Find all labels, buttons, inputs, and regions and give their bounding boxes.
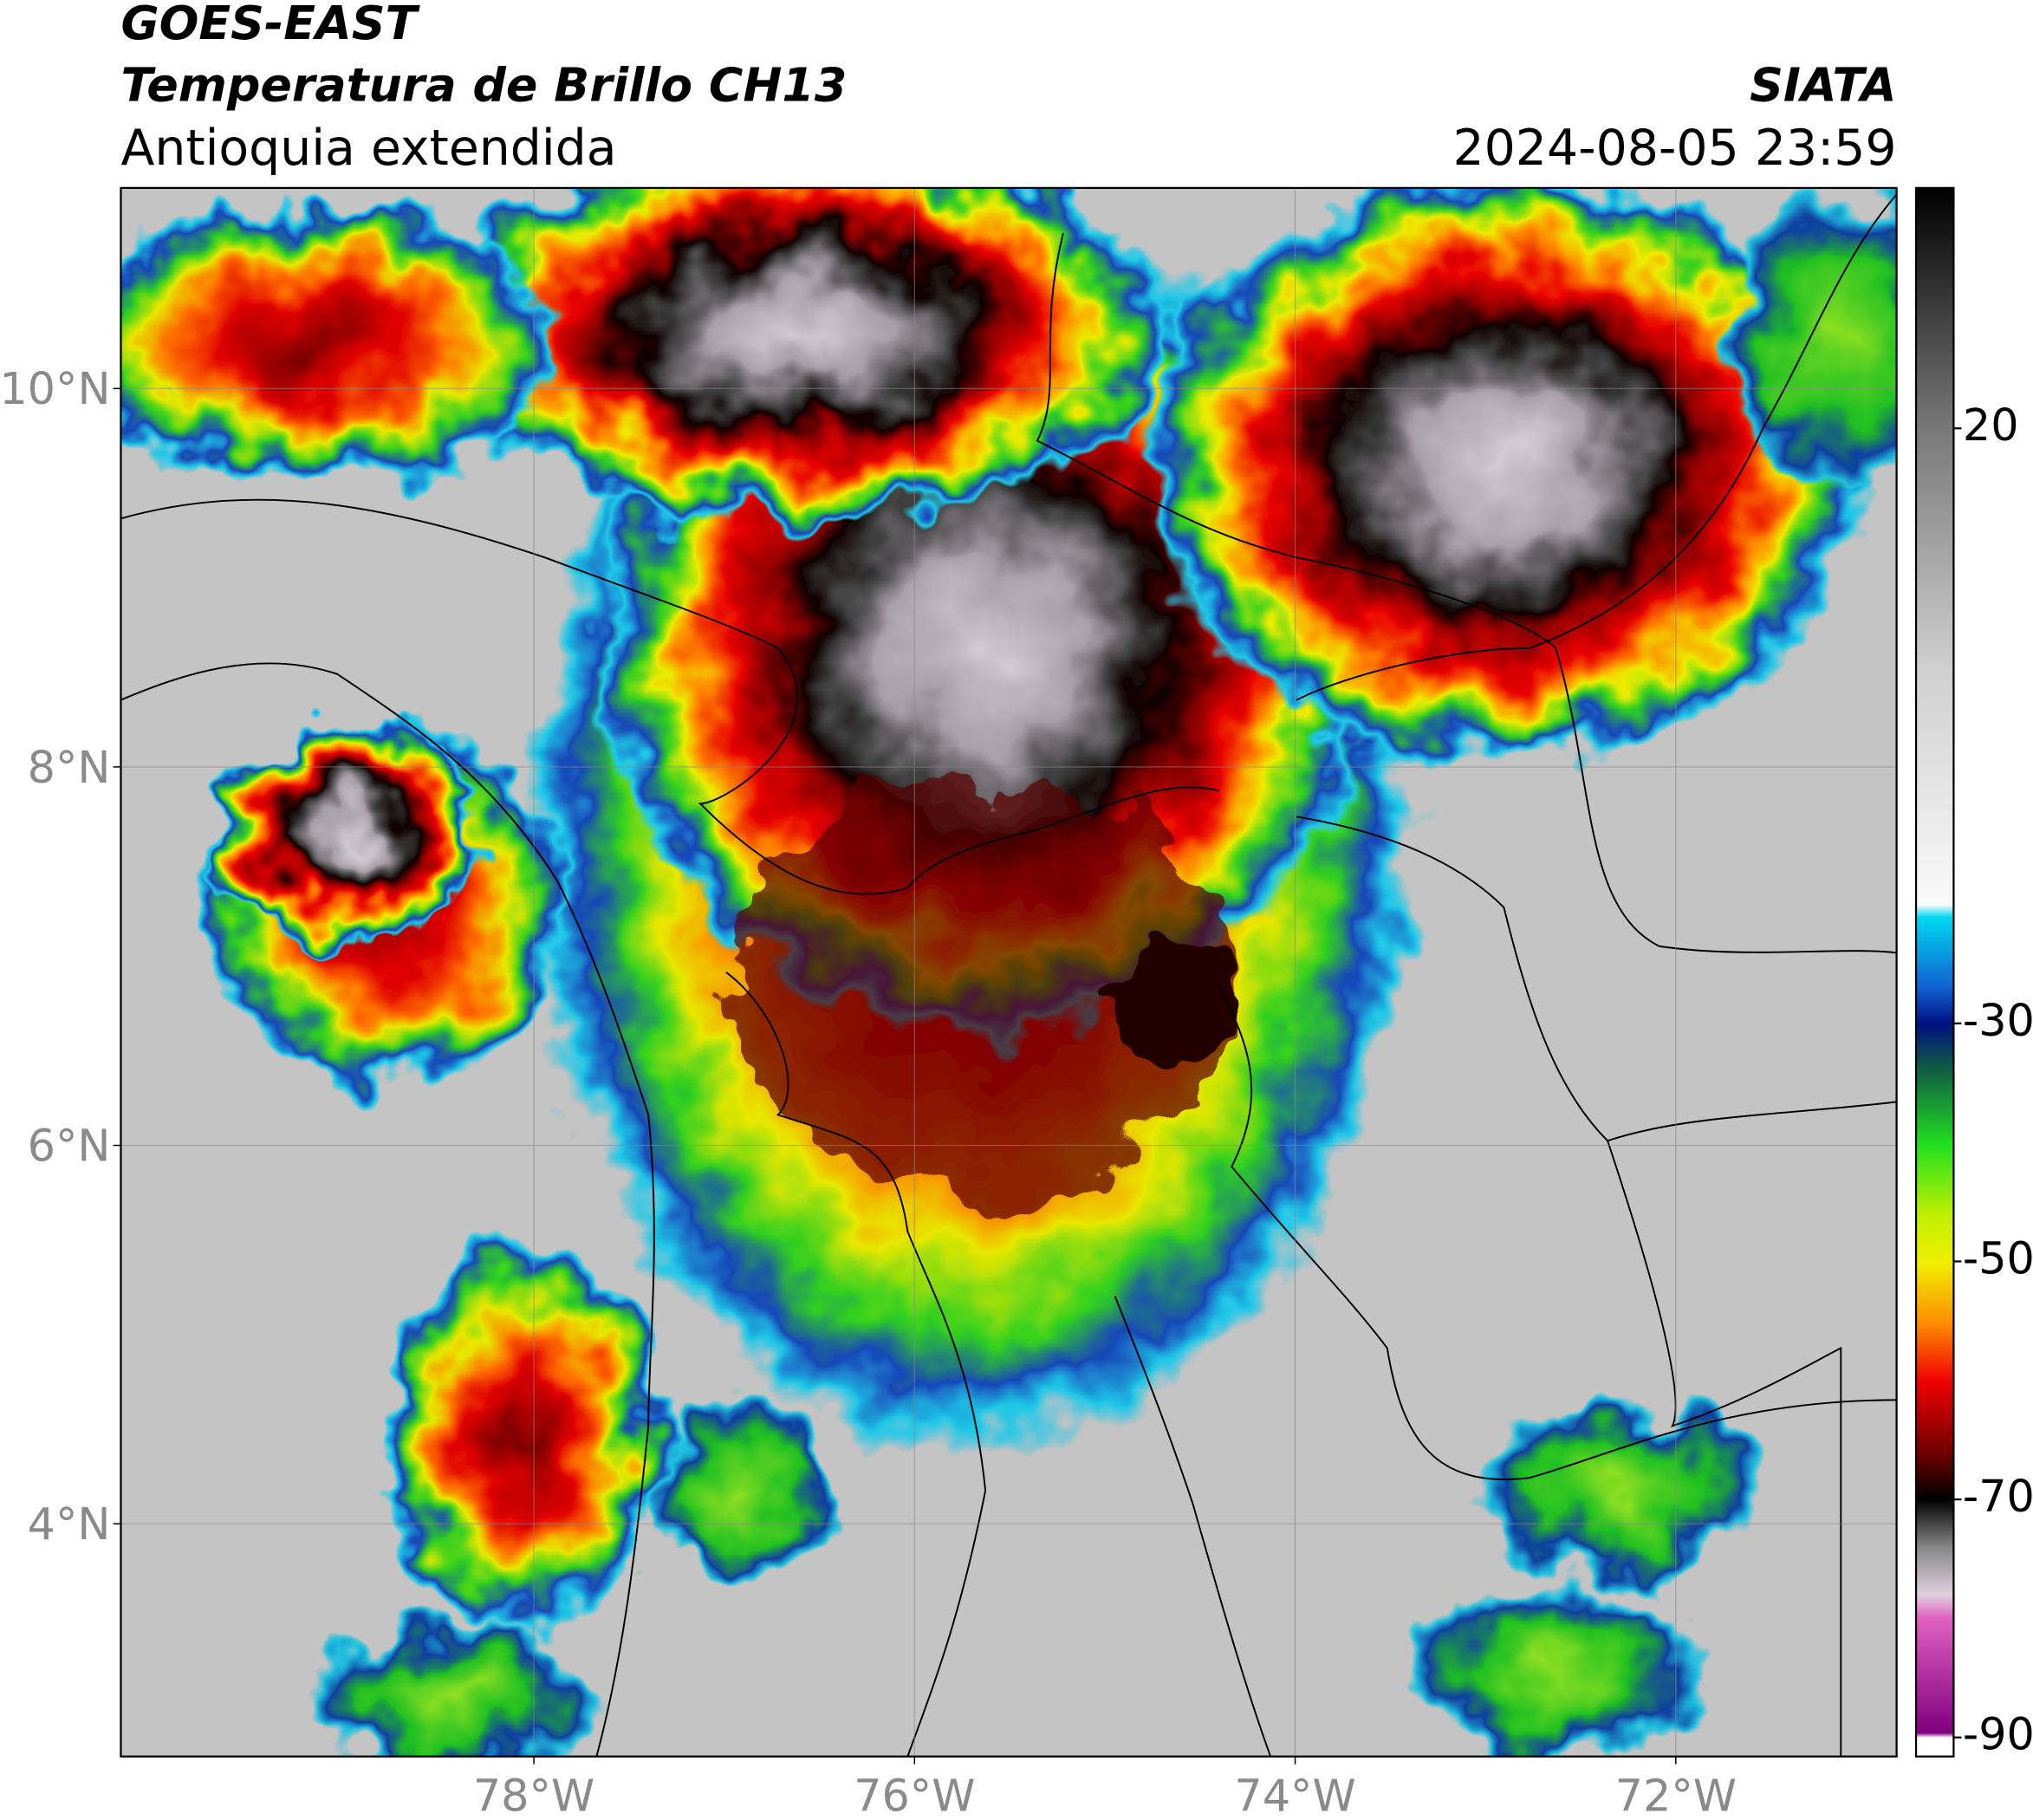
datetime: 2024-08-05 23:59 [1453, 120, 1897, 177]
satellite-image [120, 187, 1897, 1757]
colorbar-label: -50 [1963, 1232, 2033, 1284]
x-tick-label: 78°W [473, 1771, 594, 1820]
colorbar-label: -70 [1963, 1471, 2033, 1522]
grid [120, 187, 1897, 1757]
colorbar-label: -90 [1963, 1709, 2033, 1760]
source: SIATA [1750, 58, 1897, 113]
colorbar-label: 20 [1963, 400, 2019, 451]
x-tick-label: 74°W [1234, 1771, 1355, 1820]
colorbar-label: -30 [1963, 995, 2033, 1046]
y-tick-label: 10°N [0, 363, 110, 414]
colorbar [1914, 186, 1955, 1758]
subtitle: Temperatura de Brillo CH13 [120, 58, 847, 113]
y-tick-label: 4°N [28, 1498, 111, 1550]
title: GOES-EAST [120, 0, 420, 50]
x-tick-label: 76°W [854, 1771, 975, 1820]
storms [120, 187, 1897, 1757]
region: Antioquia extendida [120, 120, 616, 177]
y-tick-label: 6°N [28, 1121, 111, 1172]
x-tick-label: 72°W [1615, 1771, 1737, 1820]
y-tick-label: 8°N [28, 742, 111, 793]
map-frame [120, 186, 1898, 1758]
